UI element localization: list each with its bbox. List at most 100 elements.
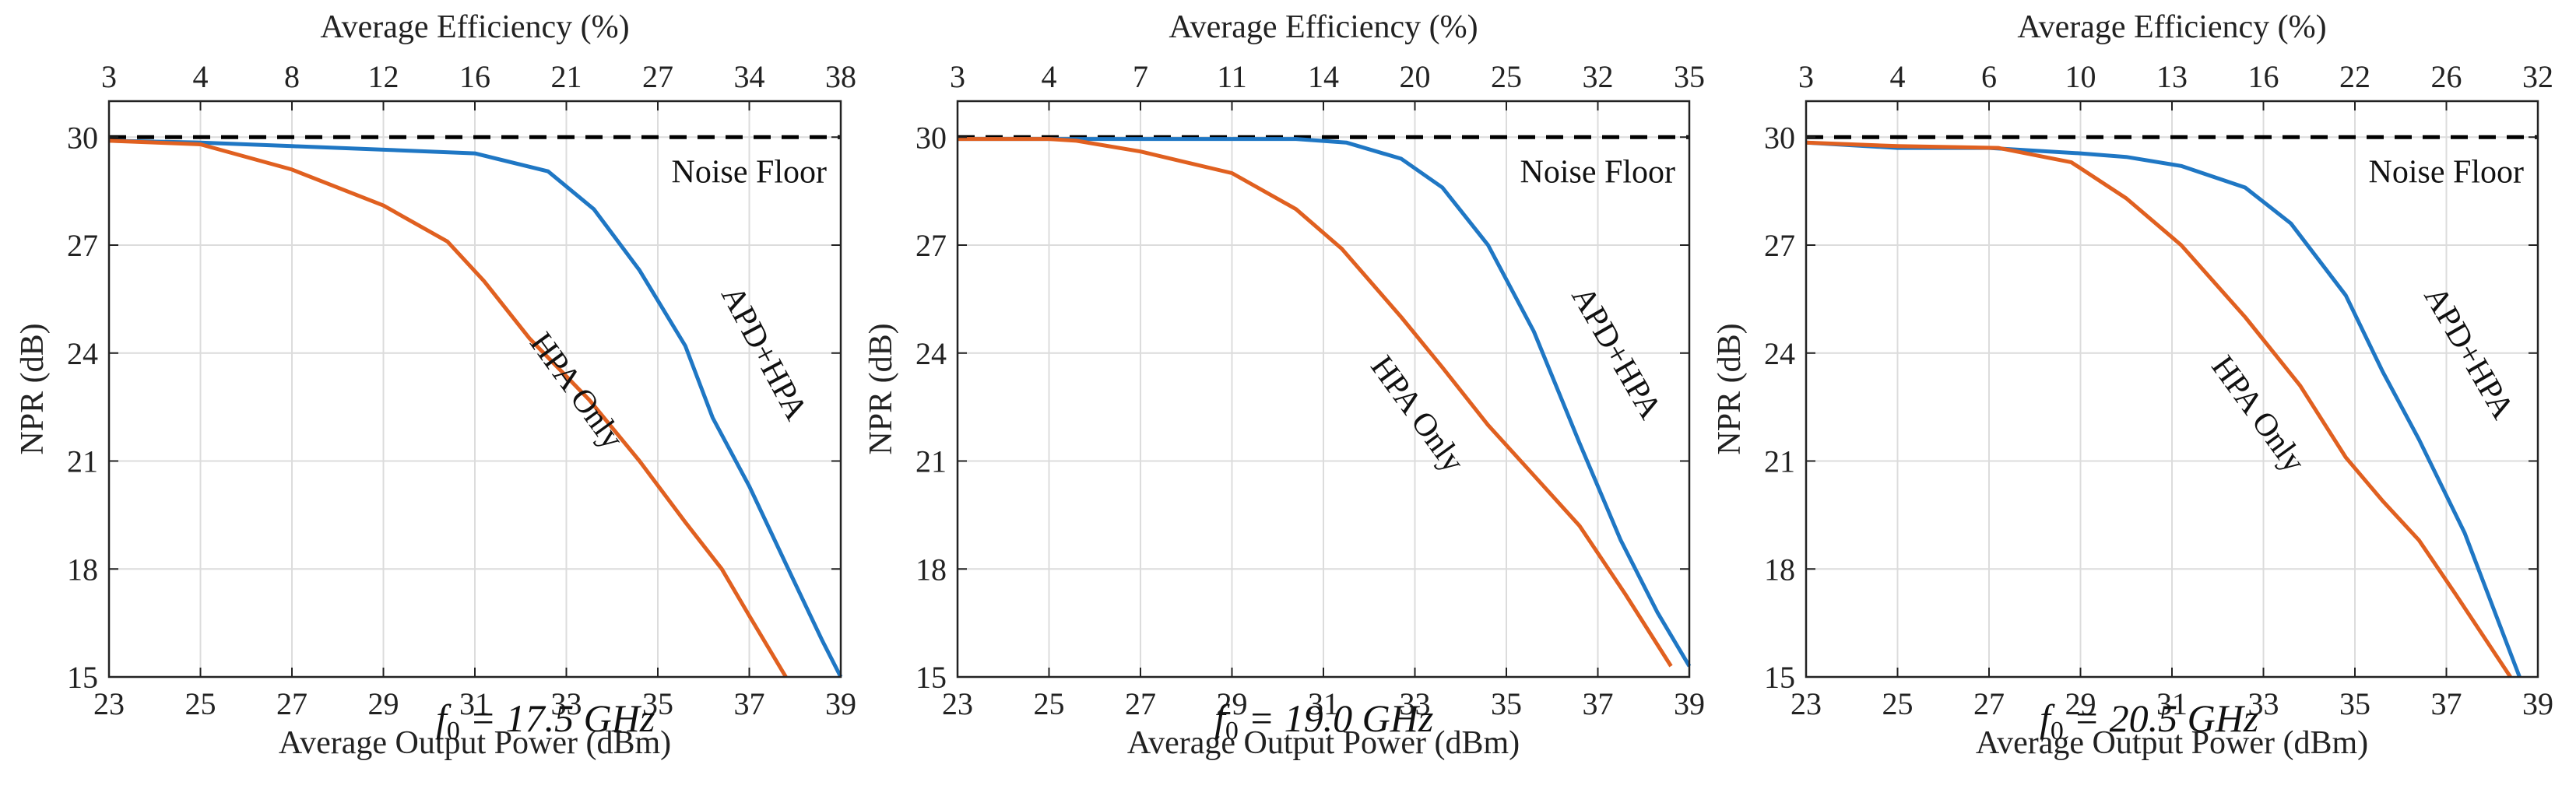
- x2-tick-label: 21: [551, 59, 582, 94]
- x2-tick-label: 3: [101, 59, 117, 94]
- x2-tick-label: 38: [825, 59, 856, 94]
- x2-tick-label: 27: [642, 59, 673, 94]
- x2-tick-label: 10: [2065, 59, 2096, 94]
- x2-tick-label: 3: [950, 59, 965, 94]
- x-axis-title: Average Output Power (dBm): [1127, 725, 1520, 761]
- y-tick-label: 24: [915, 336, 947, 371]
- x-tick-label: 39: [1674, 686, 1705, 721]
- y-axis-title: NPR (dB): [863, 323, 899, 454]
- x-tick-label: 25: [1034, 686, 1065, 721]
- x-tick-label: 37: [1583, 686, 1614, 721]
- frequency-label: f0 = 19.0 GHz: [1214, 696, 1433, 745]
- x-tick-label: 23: [1791, 686, 1822, 721]
- plot-frame: [956, 100, 1691, 679]
- plot-border: [107, 100, 842, 679]
- x2-tick-label: 26: [2431, 59, 2462, 94]
- x-axis-title: Average Output Power (dBm): [279, 725, 671, 761]
- plot-border: [1805, 100, 2539, 679]
- x-tick-label: 37: [734, 686, 765, 721]
- y-tick-label: 18: [915, 552, 947, 587]
- y-tick-label: 21: [1764, 444, 1795, 479]
- y-tick-label: 27: [915, 228, 947, 263]
- y-tick-label: 15: [67, 660, 98, 695]
- tick-labels: 23 3 25 4 27 7 29 11 31 14 33 20 35 25 37 32 39 35 15 18 21 2…: [915, 59, 1705, 721]
- plot-border: [956, 100, 1691, 679]
- x2-tick-label: 35: [1674, 59, 1705, 94]
- x-tick-label: 31: [2156, 686, 2188, 721]
- y-tick-label: 18: [67, 552, 98, 587]
- y-tick-label: 15: [1764, 660, 1795, 695]
- y-tick-label: 30: [915, 120, 947, 155]
- plot-frame: [1805, 100, 2539, 679]
- x-tick-label: 37: [2431, 686, 2462, 721]
- y-tick-label: 21: [67, 444, 98, 479]
- x-tick-label: 39: [825, 686, 856, 721]
- y-tick-label: 27: [1764, 228, 1795, 263]
- x2-tick-label: 34: [734, 59, 765, 94]
- x-tick-label: 35: [642, 686, 673, 721]
- apd-hpa-line: [108, 139, 843, 679]
- x-tick-label: 31: [459, 686, 490, 721]
- plot-frame: [107, 100, 842, 679]
- x2-tick-label: 12: [368, 59, 399, 94]
- x2-tick-label: 16: [2248, 59, 2279, 94]
- chart-marks: [958, 135, 1692, 668]
- x-tick-label: 29: [1217, 686, 1248, 721]
- y-tick-label: 18: [1764, 552, 1795, 587]
- x2-tick-label: 6: [1981, 59, 1997, 94]
- noise-floor-label: Noise Floor: [672, 154, 828, 190]
- x-tick-label: 33: [1400, 686, 1431, 721]
- y-tick-label: 24: [67, 336, 98, 371]
- x2-tick-label: 32: [1583, 59, 1614, 94]
- x2-tick-label: 16: [459, 59, 490, 94]
- hpa-only-line: [958, 137, 1673, 668]
- x-tick-label: 35: [1491, 686, 1522, 721]
- x2-tick-label: 3: [1798, 59, 1814, 94]
- tick-labels: 23 3 25 4 27 8 29 12 31 16 33 21 35 27 37 34 39 38 15 18 21 2…: [67, 59, 856, 721]
- x-tick-label: 27: [276, 686, 308, 721]
- noise-floor-label: Noise Floor: [2369, 154, 2525, 190]
- y-tick-label: 15: [915, 660, 947, 695]
- x2-axis-title: Average Efficiency (%): [320, 9, 629, 45]
- x-tick-label: 23: [93, 686, 125, 721]
- x2-tick-label: 4: [1042, 59, 1057, 94]
- x-tick-label: 39: [2522, 686, 2553, 721]
- hpa-only-line: [1805, 140, 2512, 679]
- tick-labels: 23 3 25 4 27 6 29 10 31 13 33 16 35 22 37 26 39 32 15 18 21 2…: [1764, 59, 2553, 721]
- x2-tick-label: 25: [1491, 59, 1522, 94]
- chart-marks: [108, 135, 843, 679]
- x2-tick-label: 32: [2522, 59, 2553, 94]
- x2-tick-label: 22: [2339, 59, 2370, 94]
- apd-hpa-line: [958, 137, 1692, 668]
- x-tick-label: 29: [368, 686, 399, 721]
- x-tick-label: 33: [2248, 686, 2279, 721]
- x2-tick-label: 14: [1308, 59, 1339, 94]
- x-tick-label: 31: [1308, 686, 1339, 721]
- x-tick-label: 29: [2065, 686, 2096, 721]
- x2-tick-label: 7: [1133, 59, 1148, 94]
- x-tick-label: 33: [551, 686, 582, 721]
- x2-axis-title: Average Efficiency (%): [2017, 9, 2326, 45]
- y-tick-label: 30: [67, 120, 98, 155]
- y-tick-label: 27: [67, 228, 98, 263]
- x2-tick-label: 20: [1400, 59, 1431, 94]
- x-tick-label: 27: [1125, 686, 1156, 721]
- frequency-label: f0 = 17.5 GHz: [436, 696, 655, 745]
- y-axis-title: NPR (dB): [15, 323, 51, 454]
- x-tick-label: 35: [2339, 686, 2370, 721]
- hpa-only-line: [108, 139, 788, 679]
- noise-floor-label: Noise Floor: [1520, 154, 1676, 190]
- x2-tick-label: 13: [2156, 59, 2188, 94]
- x-tick-label: 25: [1882, 686, 1914, 721]
- frequency-label: f0 = 20.5 GHz: [2040, 696, 2258, 745]
- y-tick-label: 24: [1764, 336, 1795, 371]
- y-tick-label: 30: [1764, 120, 1795, 155]
- y-axis-title: NPR (dB): [1712, 323, 1748, 454]
- x2-tick-label: 8: [284, 59, 300, 94]
- y-tick-label: 21: [915, 444, 947, 479]
- x2-axis-title: Average Efficiency (%): [1169, 9, 1478, 45]
- chart-marks: [1805, 135, 2538, 679]
- x2-tick-label: 4: [1890, 59, 1906, 94]
